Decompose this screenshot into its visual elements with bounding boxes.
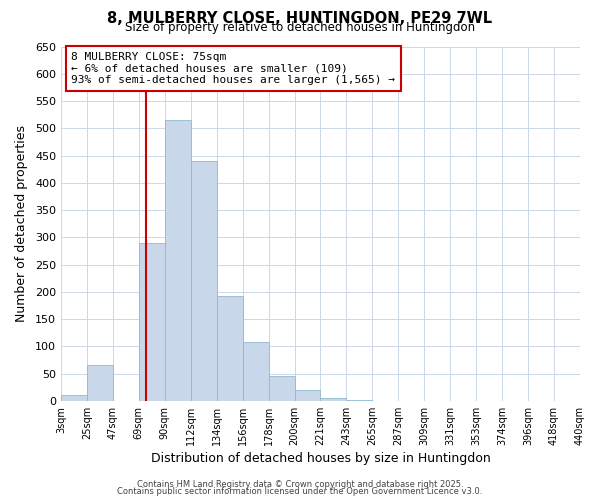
- Text: Contains HM Land Registry data © Crown copyright and database right 2025.: Contains HM Land Registry data © Crown c…: [137, 480, 463, 489]
- Y-axis label: Number of detached properties: Number of detached properties: [15, 125, 28, 322]
- Bar: [165, 120, 191, 401]
- X-axis label: Distribution of detached houses by size in Huntingdon: Distribution of detached houses by size …: [151, 452, 490, 465]
- Text: 8 MULBERRY CLOSE: 75sqm
← 6% of detached houses are smaller (109)
93% of semi-de: 8 MULBERRY CLOSE: 75sqm ← 6% of detached…: [71, 52, 395, 85]
- Text: Size of property relative to detached houses in Huntingdon: Size of property relative to detached ho…: [125, 21, 475, 34]
- Text: Contains public sector information licensed under the Open Government Licence v3: Contains public sector information licen…: [118, 487, 482, 496]
- Bar: [191, 161, 217, 401]
- Bar: [217, 296, 242, 401]
- Bar: [61, 396, 87, 401]
- Bar: [346, 400, 373, 401]
- Bar: [320, 398, 346, 401]
- Bar: [87, 366, 113, 401]
- Text: 8, MULBERRY CLOSE, HUNTINGDON, PE29 7WL: 8, MULBERRY CLOSE, HUNTINGDON, PE29 7WL: [107, 11, 493, 26]
- Bar: [242, 342, 269, 401]
- Bar: [295, 390, 320, 401]
- Bar: [269, 376, 295, 401]
- Bar: [139, 242, 165, 401]
